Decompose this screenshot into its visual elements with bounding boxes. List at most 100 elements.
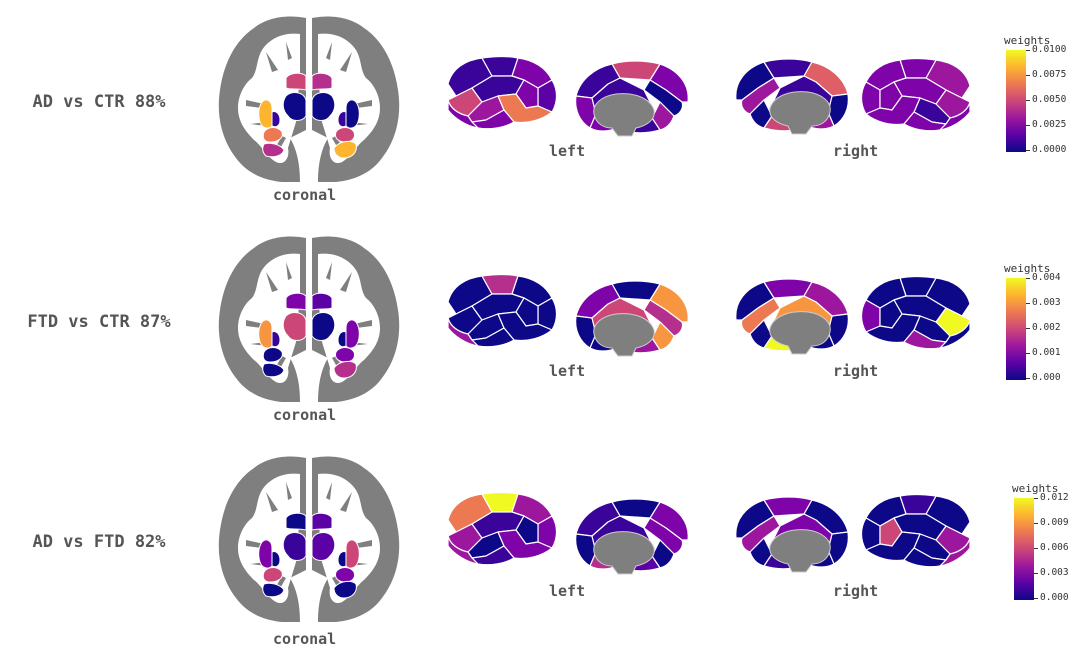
right-lateral-surface	[860, 57, 971, 132]
medial-wall	[769, 91, 831, 135]
left-lateral-surface	[447, 273, 558, 348]
left-amygdala	[262, 347, 283, 363]
colorbar-tick-label: 0.0000	[1032, 144, 1067, 155]
right-caudate	[311, 512, 333, 531]
right-hemisphere-label: right	[833, 142, 879, 160]
coronal-brain-view	[218, 236, 400, 402]
colorbar-tick-label: 0.002	[1032, 322, 1061, 333]
right-pallidum	[337, 111, 347, 128]
left-caudate	[285, 72, 307, 91]
right-white-matter	[318, 253, 380, 384]
cortical-region	[447, 99, 479, 129]
left-hemisphere-label: left	[549, 582, 586, 600]
right-thalamus	[311, 92, 336, 121]
left-putamen	[258, 319, 273, 349]
right-hemisphere-label: right	[833, 582, 879, 600]
colorbar-tick-mark	[1034, 598, 1038, 599]
right-amygdala	[335, 567, 355, 583]
comparison-row: FTD vs CTR 87% coronal left right weight…	[0, 220, 1074, 436]
medial-wall	[769, 529, 831, 573]
colorbar-gradient	[1006, 50, 1026, 152]
sulcus	[326, 262, 332, 280]
coronal-brain-view	[218, 456, 400, 622]
colorbar-tick-label: 0.012	[1040, 492, 1069, 503]
cortical-region	[643, 299, 684, 337]
colorbar-tick-label: 0.006	[1040, 542, 1069, 553]
colorbar-tick-label: 0.004	[1032, 272, 1061, 283]
row-title: AD vs CTR 88%	[32, 92, 166, 112]
sulcus	[266, 492, 278, 512]
medial-parcellation	[735, 58, 849, 135]
colorbar-tick-mark	[1034, 523, 1038, 524]
right-caudate	[311, 72, 333, 91]
right-putamen	[345, 319, 360, 349]
medial-wall	[593, 531, 655, 575]
right-pallidum	[337, 331, 347, 348]
right-medial-surface	[735, 278, 849, 355]
colorbar-tick-mark	[1026, 125, 1030, 126]
lateral-parcellation	[860, 275, 971, 350]
left-thalamus	[282, 312, 307, 341]
colorbar-tick-mark	[1026, 353, 1030, 354]
colorbar-tick-mark	[1026, 75, 1030, 76]
lateral-parcellation	[447, 491, 558, 566]
cortical-region	[447, 535, 479, 565]
right-hemisphere-label: right	[833, 362, 879, 380]
colorbar-tick-label: 0.0025	[1032, 119, 1067, 130]
sulcus	[286, 482, 292, 500]
left-caudate	[285, 292, 307, 311]
lateral-parcellation	[447, 55, 558, 130]
sulcus	[326, 482, 332, 500]
left-hemisphere-label: left	[549, 362, 586, 380]
left-putamen	[258, 539, 273, 569]
colorbar-title: weights	[1004, 262, 1051, 275]
medial-parcellation	[575, 498, 689, 575]
colorbar-tick-mark	[1026, 50, 1030, 51]
comparison-row: AD vs FTD 82% coronal left right weights…	[0, 440, 1074, 656]
sulcus	[340, 52, 352, 72]
coronal-label: coronal	[273, 186, 337, 204]
colorbar-tick-mark	[1026, 303, 1030, 304]
left-white-matter	[238, 253, 300, 384]
colorbar-tick-mark	[1026, 328, 1030, 329]
right-medial-surface	[735, 58, 849, 135]
left-hippocampus	[262, 142, 285, 158]
left-lateral-surface	[447, 491, 558, 566]
cortical-region	[471, 109, 515, 130]
cortical-region	[939, 319, 971, 349]
cortical-region	[939, 537, 971, 567]
cortical-region	[740, 77, 781, 115]
right-amygdala	[335, 127, 355, 143]
left-thalamus	[282, 92, 307, 121]
cortical-region	[643, 517, 684, 555]
colorbar-tick-mark	[1026, 278, 1030, 279]
left-thalamus	[282, 532, 307, 561]
colorbar-tick-label: 0.0050	[1032, 94, 1067, 105]
cortical-region	[903, 547, 947, 568]
colorbar-title: weights	[1004, 34, 1051, 47]
right-thalamus	[311, 532, 336, 561]
left-pallidum	[271, 551, 281, 568]
colorbar-tick-label: 0.001	[1032, 347, 1061, 358]
medial-wall	[769, 311, 831, 355]
medial-wall	[593, 313, 655, 357]
row-title: FTD vs CTR 87%	[27, 312, 171, 332]
medial-parcellation	[735, 496, 849, 573]
colorbar-tick-label: 0.000	[1040, 592, 1069, 603]
right-pallidum	[337, 551, 347, 568]
colorbar-tick-mark	[1034, 498, 1038, 499]
right-white-matter	[318, 33, 380, 164]
coronal-label: coronal	[273, 630, 337, 648]
cortical-region	[471, 545, 515, 566]
colorbar-tick-label: 0.0075	[1032, 69, 1067, 80]
colorbar-tick-label: 0.003	[1032, 297, 1061, 308]
right-putamen	[345, 99, 360, 129]
left-caudate	[285, 512, 307, 531]
medial-wall	[593, 93, 655, 137]
sulcus	[266, 52, 278, 72]
left-pallidum	[271, 111, 281, 128]
right-thalamus	[311, 312, 336, 341]
colorbar-title: weights	[1012, 482, 1059, 495]
left-amygdala	[262, 127, 283, 143]
cortical-region	[471, 327, 515, 348]
